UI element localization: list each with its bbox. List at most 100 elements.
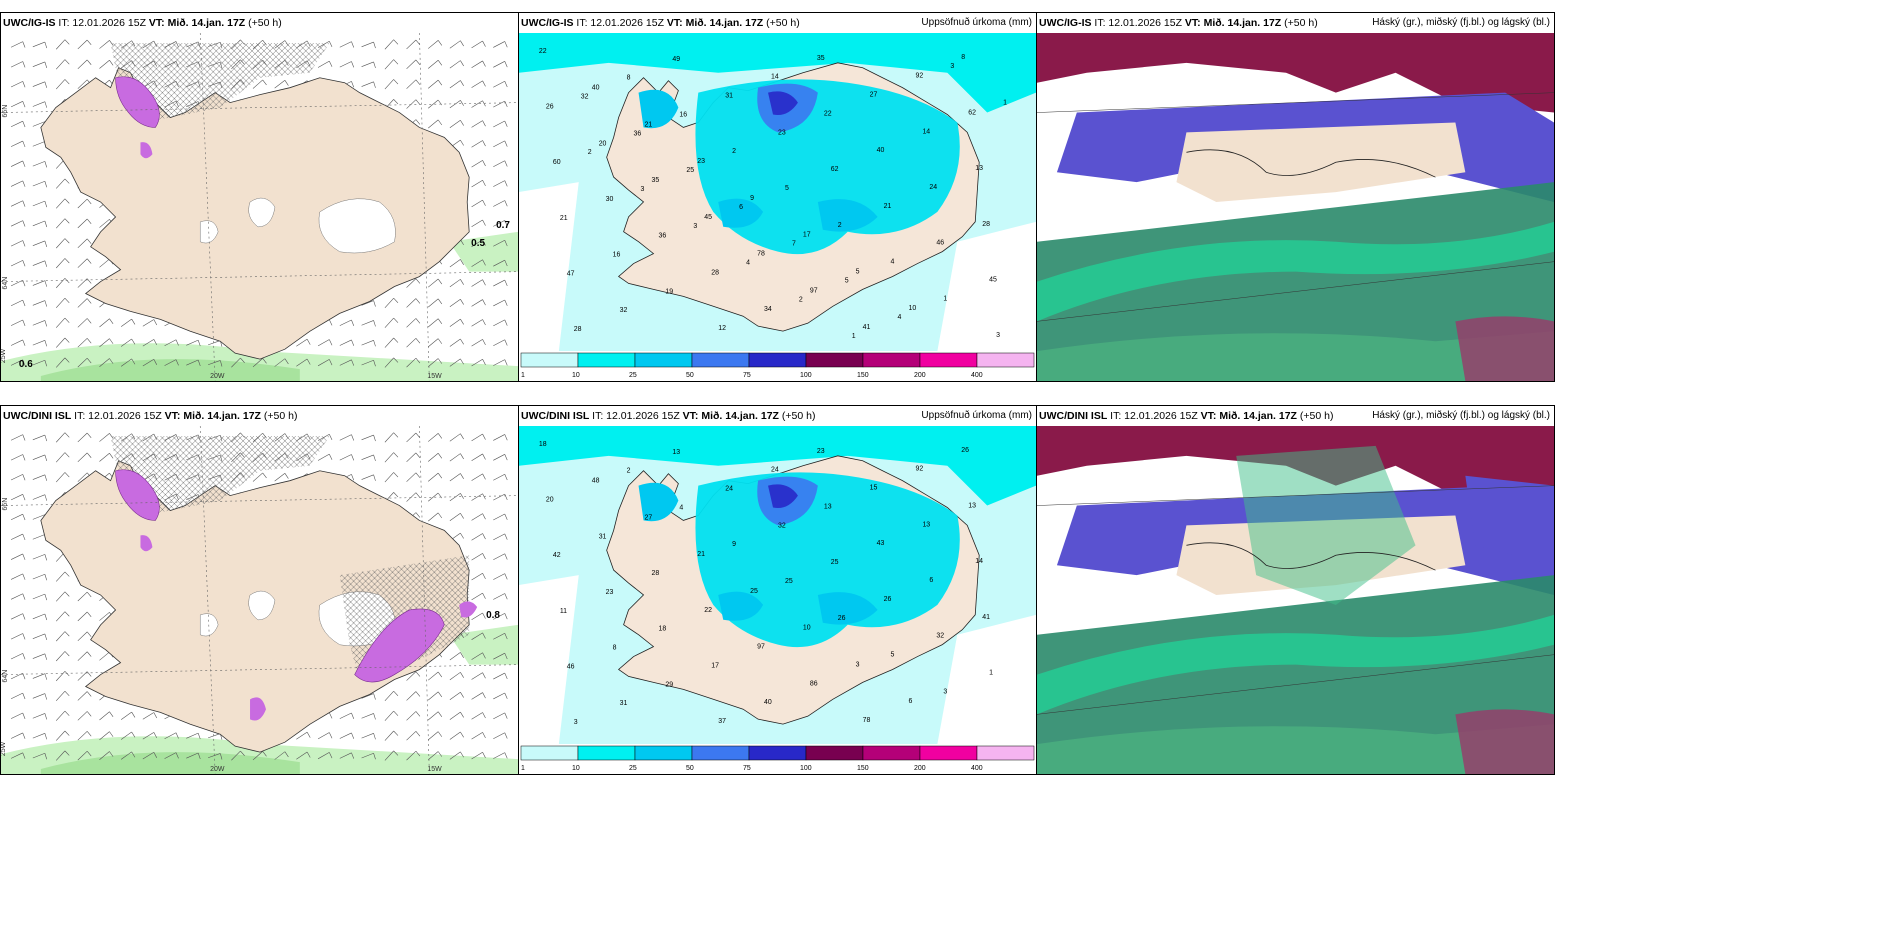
precip-value: 26 <box>961 447 969 454</box>
precip-value: 22 <box>704 607 712 614</box>
colorbar-swatch <box>691 745 750 761</box>
precip-value: 25 <box>785 578 793 585</box>
colorbar-swatch <box>805 745 864 761</box>
precip-value: 25 <box>831 559 839 566</box>
precip-value: 43 <box>877 540 885 547</box>
precip-value: 21 <box>560 215 568 222</box>
precip-value: 11 <box>560 608 567 615</box>
precip-value: 28 <box>711 269 719 276</box>
precip-value: 2 <box>799 296 803 303</box>
panel-header: UWC/IG-IS IT: 12.01.2026 15Z VT: Mið. 14… <box>1037 13 1554 33</box>
precip-value: 47 <box>567 270 575 277</box>
precip-value: 4 <box>891 259 895 266</box>
graticule-label: 64N <box>2 670 9 683</box>
precip-value: 6 <box>929 577 933 584</box>
colorbar-swatch <box>520 745 579 761</box>
precip-value: 24 <box>929 184 937 191</box>
precip-value: 23 <box>697 158 705 165</box>
colorbar-tick: 150 <box>857 765 869 772</box>
colorbar-tick: 75 <box>743 372 751 379</box>
precip-value: 32 <box>620 307 628 314</box>
precip-value: 3 <box>574 719 578 726</box>
colorbar-tick: 200 <box>914 765 926 772</box>
precip-value: 13 <box>922 521 930 528</box>
colorbar-swatch <box>691 352 750 368</box>
precip-value: 20 <box>599 140 607 147</box>
precip-value: 35 <box>817 55 825 62</box>
panel-header: UWC/DINI ISL IT: 12.01.2026 15Z VT: Mið.… <box>519 406 1036 426</box>
precip-value: 97 <box>810 287 818 294</box>
precip-value: 3 <box>996 332 1000 339</box>
precip-value: 22 <box>539 48 547 55</box>
precip-value: 32 <box>936 633 944 640</box>
precip-value: 6 <box>908 698 912 705</box>
precip-value: 10 <box>908 305 916 312</box>
precip-value: 25 <box>686 167 694 174</box>
wind-value-label: 0.5 <box>471 238 485 249</box>
precip-value: 48 <box>592 478 600 485</box>
precip-value: 28 <box>574 326 582 333</box>
precip-value: 3 <box>943 688 947 695</box>
precip-value: 13 <box>824 503 832 510</box>
precip-value: 17 <box>803 232 811 239</box>
wind-map: 66N 64N 25W 20W 15W 0.6 0.5 0.7 <box>1 33 518 381</box>
precip-value: 3 <box>856 661 860 668</box>
precip-value: 36 <box>634 130 642 137</box>
colorbar-tick: 150 <box>857 372 869 379</box>
colorbar-swatch <box>634 352 693 368</box>
precip-value: 36 <box>658 233 666 240</box>
precip-value: 15 <box>870 485 878 492</box>
precip-value: 23 <box>606 589 614 596</box>
precip-value: 4 <box>898 314 902 321</box>
precip-map: 1848272125103626203128229786789213422318… <box>519 426 1036 744</box>
precip-value: 9 <box>750 195 754 202</box>
colorbar-tick: 10 <box>572 372 580 379</box>
colorbar-swatch <box>919 352 978 368</box>
precip-value: 16 <box>679 111 687 118</box>
precip-value: 27 <box>870 92 878 99</box>
colorbar-swatch <box>748 745 807 761</box>
precip-value: 92 <box>915 73 923 80</box>
precip-value: 28 <box>982 221 990 228</box>
precip-value: 40 <box>764 699 772 706</box>
precip-value: 6 <box>739 204 743 211</box>
precip-value: 8 <box>613 645 617 652</box>
precip-value: 24 <box>725 486 733 493</box>
precip-value: 1 <box>943 295 947 302</box>
colorbar-swatch <box>862 352 921 368</box>
precip-value: 18 <box>658 626 666 633</box>
precip-value: 26 <box>838 615 846 622</box>
colorbar-tick: 400 <box>971 765 983 772</box>
map-panel-wind-bottom: UWC/DINI ISL IT: 12.01.2026 15Z VT: Mið.… <box>0 405 519 775</box>
colorbar-tick: 400 <box>971 372 983 379</box>
precip-value: 40 <box>877 147 885 154</box>
wind-value-label: 0.8 <box>486 610 500 621</box>
precip-value: 25 <box>750 588 758 595</box>
panel-header: UWC/DINI ISL IT: 12.01.2026 15Z VT: Mið.… <box>1 406 518 426</box>
colorbar-tick: 50 <box>686 372 694 379</box>
precip-value: 62 <box>831 166 839 173</box>
panel-header: UWC/IG-IS IT: 12.01.2026 15Z VT: Mið. 14… <box>1 13 518 33</box>
cloud-map <box>1037 33 1554 381</box>
precip-value: 19 <box>665 288 673 295</box>
precip-value: 3 <box>950 63 954 70</box>
precip-value: 27 <box>645 514 653 521</box>
precip-value: 46 <box>567 663 575 670</box>
precip-value: 26 <box>546 104 554 111</box>
colorbar-tick: 75 <box>743 765 751 772</box>
colorbar-swatch <box>805 352 864 368</box>
colorbar-tick: 50 <box>686 765 694 772</box>
graticule-label: 64N <box>2 277 9 290</box>
colorbar-swatch <box>919 745 978 761</box>
precip-value: 4 <box>679 504 683 511</box>
colorbar-tick: 100 <box>800 372 812 379</box>
panel-header: UWC/DINI ISL IT: 12.01.2026 15Z VT: Mið.… <box>1037 406 1554 426</box>
colorbar-tick: 25 <box>629 765 637 772</box>
graticule-label: 25W <box>1 348 7 363</box>
precip-value: 62 <box>968 109 976 116</box>
precip-value: 40 <box>592 85 600 92</box>
wind-map: 66N 64N 25W 20W 15W 0.8 <box>1 426 518 774</box>
precip-map: 2240212391751082620354578974192626030362… <box>519 33 1036 351</box>
colorbar-tick: 200 <box>914 372 926 379</box>
precip-value: 35 <box>651 177 659 184</box>
